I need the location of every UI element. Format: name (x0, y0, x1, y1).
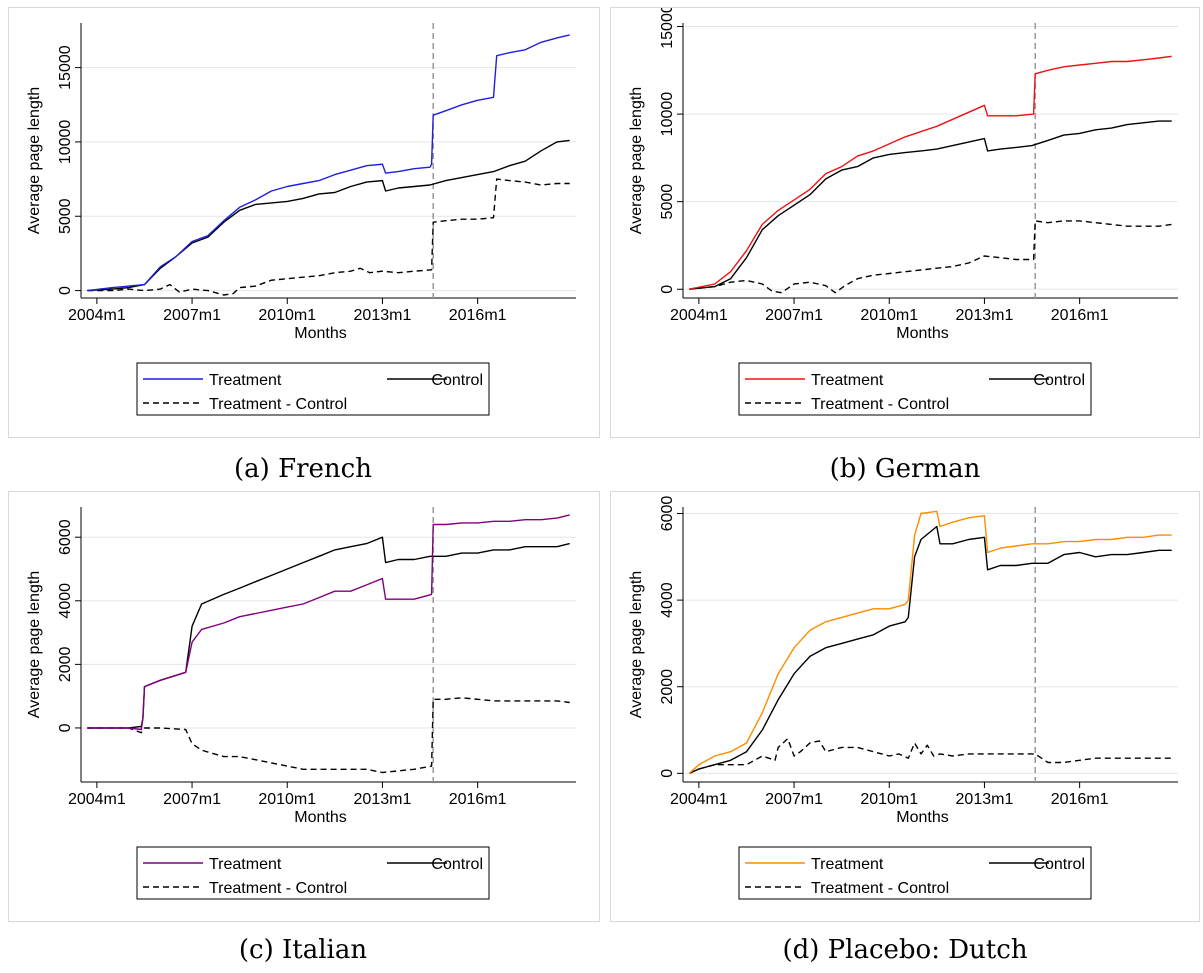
legend-label-control: Control (1033, 856, 1085, 873)
legend-label-difference: Treatment - Control (209, 880, 347, 897)
x-tick-label: 2013m1 (354, 791, 412, 808)
legend-label-treatment: Treatment (209, 372, 282, 389)
y-tick-label: 2000 (57, 646, 74, 682)
legend-label-treatment: Treatment (811, 372, 884, 389)
x-axis-label: Months (294, 325, 346, 342)
legend-label-treatment: Treatment (209, 856, 282, 873)
series-line-control (689, 120, 1172, 290)
x-tick-label: 2004m1 (670, 791, 728, 808)
series-line-difference (87, 697, 570, 774)
x-tick-label: 2007m1 (765, 791, 823, 808)
y-tick-label: 15000 (57, 45, 74, 90)
legend-label-control: Control (1033, 372, 1085, 389)
chart-svg: 0 2000 4000 6000 2004m1 2007m1 2010m1 2013m1 201… (26, 507, 576, 900)
y-tick-label: 10000 (57, 120, 74, 165)
series-line-difference (689, 220, 1172, 294)
series-line-treatment (688, 510, 1172, 774)
y-tick-label: 0 (659, 769, 676, 778)
legend-label-difference: Treatment - Control (209, 396, 347, 413)
caption-german: (b) German (829, 454, 981, 484)
x-axis-label: Months (896, 325, 948, 342)
x-tick-label: 2010m1 (258, 791, 316, 808)
y-tick-label: 15000 (659, 8, 676, 49)
y-tick-label: 5000 (57, 198, 74, 234)
y-axis-label: Average page length (628, 87, 645, 234)
legend-label-control: Control (431, 856, 483, 873)
chart-svg: 0 5000 10000 15000 2004m1 2007m1 2010m1 2013m1 2… (628, 8, 1178, 416)
x-axis-label: Months (294, 809, 346, 826)
series-line-control (689, 525, 1172, 774)
series-line-control (87, 536, 570, 729)
x-tick-label: 2004m1 (68, 791, 126, 808)
legend-box (136, 846, 490, 900)
panel-french: 0 5000 10000 15000 2004m1 2007m1 2010m1 2013m1 2… (8, 7, 600, 438)
legend-label-difference: Treatment - Control (811, 880, 949, 897)
x-tick-label: 2007m1 (163, 791, 221, 808)
caption-italian: (c) Italian (238, 935, 368, 965)
x-tick-label: 2013m1 (956, 791, 1014, 808)
x-tick-label: 2007m1 (765, 307, 823, 324)
y-axis-label: Average page length (628, 571, 645, 718)
x-tick-label: 2010m1 (860, 791, 918, 808)
x-tick-label: 2016m1 (449, 307, 507, 324)
y-tick-label: 5000 (659, 184, 676, 220)
x-axis-label: Months (896, 809, 948, 826)
y-tick-label: 6000 (659, 496, 676, 532)
series-line-treatment (87, 514, 570, 731)
panel-german: 0 5000 10000 15000 2004m1 2007m1 2010m1 2013m1 2… (610, 7, 1200, 438)
y-tick-label: 4000 (659, 582, 676, 618)
caption-dutch: (d) Placebo: Dutch (782, 935, 1028, 965)
panel-dutch-placebo: 0 2000 4000 6000 2004m1 2007m1 2010m1 2013m1 201… (610, 491, 1200, 922)
chart-svg: 0 2000 4000 6000 2004m1 2007m1 2010m1 2013m1 201… (628, 496, 1178, 900)
x-tick-label: 2016m1 (1051, 791, 1109, 808)
panel-italian: 0 2000 4000 6000 2004m1 2007m1 2010m1 2013m1 201… (8, 491, 600, 922)
y-axis-label: Average page length (26, 87, 43, 234)
legend-box (738, 846, 1092, 900)
y-tick-label: 0 (659, 285, 676, 294)
y-axis-label: Average page length (26, 571, 43, 718)
legend-label-treatment: Treatment (811, 856, 884, 873)
series-line-treatment (689, 55, 1172, 290)
x-tick-label: 2007m1 (163, 307, 221, 324)
x-tick-label: 2013m1 (354, 307, 412, 324)
legend-box (738, 362, 1092, 416)
x-tick-label: 2004m1 (670, 307, 728, 324)
x-tick-label: 2004m1 (68, 307, 126, 324)
x-tick-label: 2016m1 (449, 791, 507, 808)
series-line-treatment (87, 34, 570, 292)
x-tick-label: 2016m1 (1051, 307, 1109, 324)
legend-box (136, 362, 490, 416)
legend-label-difference: Treatment - Control (811, 396, 949, 413)
x-tick-label: 2010m1 (258, 307, 316, 324)
caption-french: (a) French (234, 454, 372, 484)
y-tick-label: 6000 (57, 519, 74, 555)
y-tick-label: 0 (57, 286, 74, 295)
x-tick-label: 2010m1 (860, 307, 918, 324)
series-line-difference (689, 737, 1172, 774)
y-tick-label: 2000 (659, 669, 676, 705)
y-tick-label: 0 (57, 723, 74, 732)
x-tick-label: 2013m1 (956, 307, 1014, 324)
legend-label-control: Control (431, 372, 483, 389)
chart-svg: 0 5000 10000 15000 2004m1 2007m1 2010m1 2013m1 2… (26, 23, 576, 416)
y-tick-label: 4000 (57, 583, 74, 619)
series-line-difference (87, 178, 570, 296)
y-tick-label: 10000 (659, 92, 676, 137)
